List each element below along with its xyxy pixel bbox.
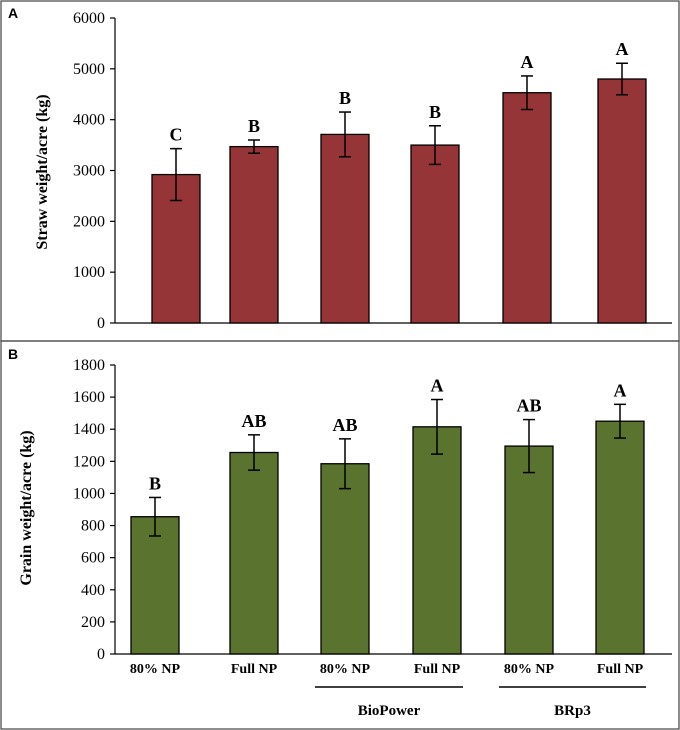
panel-a-y-tick-label: 5000 [73,61,105,78]
panel-b-frame [0,340,680,730]
panel-a-bar [229,145,279,324]
panel-a-significance-label: A [521,52,534,72]
panel-b-category-label: Full NP [597,662,644,677]
panel-b-y-tick-label: 400 [81,582,105,599]
panel-b-y-tick-label: 1600 [73,389,105,406]
panel-b-y-tick-label: 1800 [73,357,105,374]
panel-a-significance-label: B [248,116,260,136]
panel-a-y-tick-label: 1000 [73,264,105,281]
panel-b-y-tick-label: 1200 [73,453,105,470]
panel-a-bar [410,144,460,324]
panel-b-y-axis-label: Grain weight/acre (kg) [18,430,35,585]
panel-a-bar [502,92,552,324]
panel-b-bar [229,451,279,655]
panel-b-category-label: Full NP [414,662,461,677]
panel-b-bar [504,445,554,655]
panel-b-bar [320,463,370,655]
panel-b-y-tick-label: 1400 [73,421,105,438]
panel-a-significance-label: A [616,39,629,59]
panel-b-category-label: 80% NP [504,662,555,677]
panel-b-category-label: Full NP [231,662,278,677]
panel-b-group-label: BRp3 [554,703,591,719]
panel-b-group-label: BioPower [358,703,421,719]
panel-b-y-tick-label: 1000 [73,485,105,502]
panel-b-significance-label: B [149,473,161,493]
panel-b-y-tick-label: 0 [97,646,105,663]
panel-b-y-tick-label: 200 [81,614,105,631]
panel-a-significance-label: B [339,88,351,108]
panel-a-plot: 0 1000 2000 3000 4000 5000 6000 C B B B A A [73,10,672,332]
panel-b: B Grain weight/acre (kg) 0 200 400 600 800 10… [0,340,680,730]
panel-b-plot: 0 200 400 600 800 1000 1200 1400 1600 1800 B 80% NP… [73,357,672,719]
panel-a-bar [597,78,647,324]
panel-b-category-label: 80% NP [130,662,181,677]
panel-a-significance-label: B [429,102,441,122]
panel-b-bar [130,516,180,655]
panel-a-y-tick-label: 0 [97,315,105,332]
panel-a-y-tick-label: 4000 [73,112,105,129]
panel-b-letter: B [8,346,18,362]
panel-a-significance-label: C [170,125,183,145]
panel-b-significance-label: AB [241,411,266,431]
panel-a-y-tick-label: 2000 [73,213,105,230]
panel-a-y-axis-label: Straw weight/acre (kg) [34,94,51,249]
panel-b-bar [595,420,645,655]
panel-a-y-tick-label: 3000 [73,163,105,180]
panel-b-bar [412,426,462,655]
panel-a-letter: A [8,5,18,21]
panel-b-category-label: 80% NP [320,662,371,677]
panel-b-y-tick-label: 600 [81,550,105,567]
panel-b-significance-label: AB [516,396,541,416]
panel-a: A Straw weight/acre (kg) 0 1000 2000 3000 40… [0,0,680,342]
panel-a-bar [320,133,370,324]
panel-b-y-tick-label: 800 [81,518,105,535]
panel-b-significance-label: A [431,376,444,396]
panel-b-significance-label: A [614,380,627,400]
panel-a-y-tick-label: 6000 [73,10,105,27]
panel-b-significance-label: AB [332,415,357,435]
